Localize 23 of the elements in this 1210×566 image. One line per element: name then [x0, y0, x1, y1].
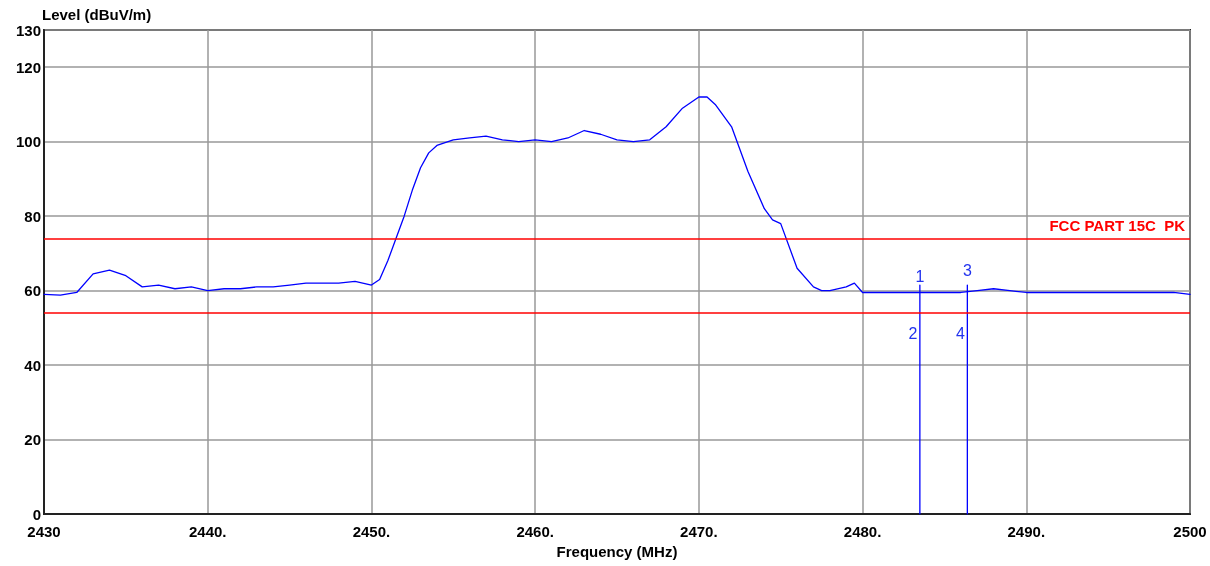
- y-tick-label: 130: [15, 21, 41, 39]
- x-tick-label: 2460.: [516, 523, 554, 540]
- x-tick-label: 2450.: [352, 523, 391, 540]
- x-tick-label: 2500: [1173, 523, 1207, 540]
- ref-line-label: FCC PART 15C PK: [1049, 217, 1186, 235]
- y-tick-label: 120: [15, 58, 41, 76]
- x-tick-label: 2440.: [188, 523, 227, 540]
- y-tick-label: 20: [24, 431, 41, 449]
- x-tick-label: 2470.: [680, 523, 718, 540]
- y-tick-label: 40: [24, 356, 41, 374]
- y-tick-label: 80: [24, 207, 41, 225]
- x-axis-title: Frequency (MHz): [556, 542, 678, 560]
- x-tick-label: 2490.: [1007, 523, 1046, 540]
- y-tick-label: 100: [15, 133, 41, 151]
- x-tick-label: 2430: [27, 523, 61, 540]
- annotation: 2: [908, 324, 918, 342]
- y-axis-title: Level (dBuV/m): [42, 6, 152, 23]
- annotation: 3: [962, 261, 972, 279]
- annotation: 1: [915, 267, 925, 285]
- x-tick-label: 2480.: [843, 523, 882, 540]
- y-tick-label: 60: [24, 282, 41, 300]
- y-tick-label: 0: [32, 505, 41, 523]
- annotation: 4: [955, 324, 965, 342]
